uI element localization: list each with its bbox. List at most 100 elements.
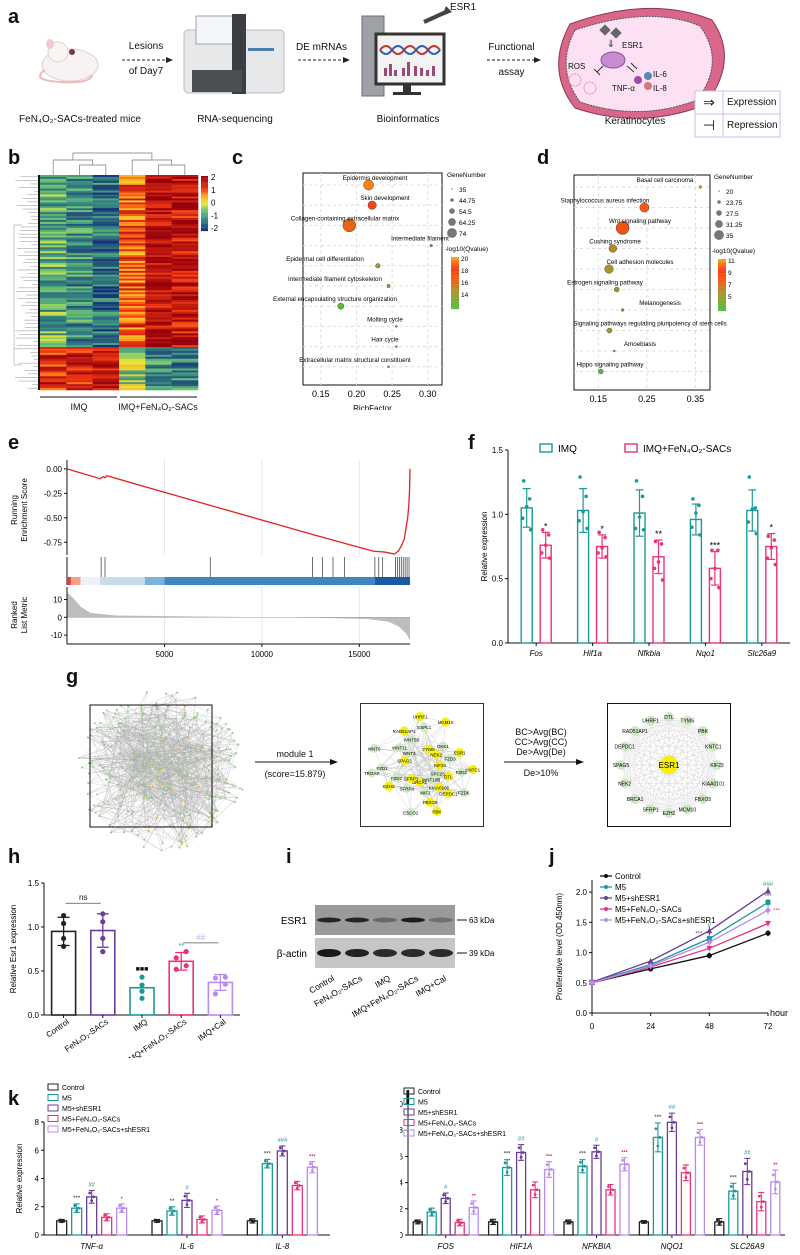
network-edge	[146, 796, 171, 826]
blot-band	[373, 917, 397, 923]
heatmap-cell	[145, 276, 172, 279]
significance-label: •••	[309, 1154, 315, 1160]
heatmap-cell	[145, 216, 172, 219]
network-node	[225, 778, 228, 781]
heatmap-cell	[66, 225, 93, 229]
color-legend-segment	[451, 268, 459, 271]
network-edge	[110, 783, 195, 833]
network-node	[229, 748, 232, 751]
network-edge	[110, 830, 149, 833]
color-legend-segment	[451, 305, 459, 307]
heatmap-cell	[171, 380, 199, 383]
heatmap-cell	[66, 223, 93, 227]
heatmap-cell	[145, 380, 172, 383]
x-axis-label: hour	[770, 1008, 788, 1018]
heatmap-cell	[66, 376, 93, 379]
network-node	[194, 696, 197, 699]
heatmap-cell	[92, 266, 120, 270]
heatmap-cell	[40, 305, 67, 309]
data-point	[308, 1162, 312, 1166]
heatmap-cell	[171, 333, 199, 336]
legend-swatch	[403, 1129, 415, 1137]
network-edge	[123, 730, 219, 749]
legend-swatch	[47, 1094, 59, 1101]
network-node	[224, 796, 227, 799]
network-node	[193, 780, 196, 783]
module-node-label: DEPDC1	[439, 792, 458, 797]
data-marker	[589, 979, 595, 986]
network-edge	[687, 764, 718, 810]
network-node	[183, 752, 186, 755]
heatmap-cell	[145, 388, 172, 391]
network-node	[200, 832, 203, 835]
color-legend-segment	[718, 264, 726, 266]
module-node	[424, 744, 434, 754]
heatmap-cell	[66, 292, 93, 295]
filter-criterion-de: De>Avg(De)	[516, 747, 566, 757]
heatmap-cell	[40, 356, 67, 360]
heatmap-cell	[66, 335, 93, 338]
heatmap-cell	[40, 178, 67, 182]
heatmap-cell	[145, 370, 172, 373]
blot-band	[401, 949, 425, 957]
colorbar-segment	[201, 211, 208, 213]
heatmap-cell	[145, 194, 172, 197]
hub-node	[682, 715, 693, 726]
data-point	[766, 534, 771, 539]
bar	[543, 1168, 555, 1236]
network-edge	[162, 723, 218, 785]
heatmap-cell	[66, 200, 93, 203]
heatmap-cell	[145, 372, 172, 375]
hub-node-label: KNTC1	[705, 745, 722, 751]
heatmap-cell	[145, 274, 172, 277]
heatmap-cell	[145, 249, 172, 252]
color-legend-segment	[718, 261, 726, 263]
heatmap-cell	[119, 307, 146, 311]
heatmap-cell	[40, 282, 67, 285]
heatmap-cell	[119, 313, 146, 317]
legend-marker	[604, 918, 608, 922]
network-node	[123, 770, 126, 773]
x-tick-label: 0.25	[383, 389, 401, 399]
heatmap-cell	[119, 339, 146, 342]
data-point	[263, 1159, 267, 1163]
network-node	[116, 736, 119, 739]
color-legend-segment	[718, 265, 726, 267]
data-point	[139, 988, 145, 994]
heatmap-cell	[66, 352, 93, 356]
network-edge	[131, 749, 227, 789]
heatmap-cell	[66, 255, 93, 258]
data-point	[604, 554, 608, 559]
network-node	[155, 705, 158, 708]
module-node	[432, 806, 442, 816]
heatmap-cell	[92, 194, 120, 197]
network-edge	[149, 753, 180, 848]
color-legend-segment	[718, 278, 726, 280]
data-point	[696, 1131, 700, 1135]
hub-node	[619, 778, 630, 789]
data-point	[61, 912, 67, 919]
network-edge	[124, 756, 218, 772]
color-legend-segment	[451, 280, 459, 282]
network-node	[181, 819, 184, 822]
heatmap-group-imq: IMQ	[70, 402, 88, 412]
network-edge	[184, 753, 198, 834]
y-tick-label: 1.0	[576, 949, 588, 958]
network-node	[209, 725, 212, 728]
network-node	[190, 783, 193, 786]
bar	[501, 1166, 513, 1236]
heatmap-cell	[40, 270, 67, 274]
significance-label: *	[544, 521, 548, 531]
step-caption-sequencing: RNA-sequencing	[197, 114, 273, 125]
series-line	[591, 890, 769, 983]
x-tick-label: 24	[646, 1022, 655, 1031]
module-node-label: NEK2	[430, 752, 442, 757]
network-edge	[668, 720, 688, 814]
network-edge	[122, 730, 199, 814]
heatmap-cell	[66, 382, 93, 385]
module-node-label: WNT10B	[422, 778, 440, 783]
heatmap-cell	[171, 235, 199, 238]
module-node	[402, 783, 412, 793]
bubble-point	[342, 218, 357, 233]
